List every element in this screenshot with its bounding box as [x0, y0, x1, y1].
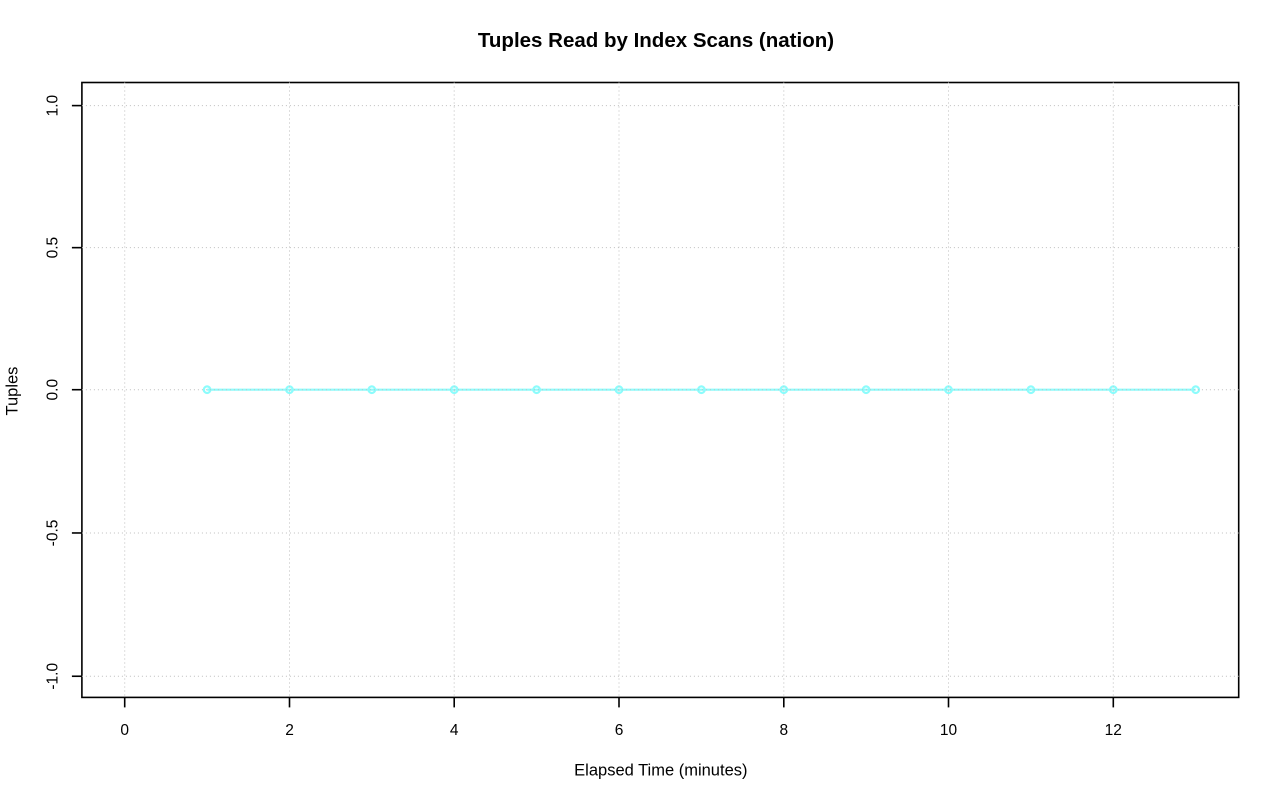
svg-text:12: 12 — [1105, 722, 1122, 739]
svg-text:6: 6 — [615, 722, 624, 739]
svg-text:4: 4 — [450, 722, 459, 739]
svg-text:0.0: 0.0 — [45, 379, 62, 401]
svg-text:Tuples: Tuples — [4, 367, 22, 416]
svg-text:8: 8 — [779, 722, 788, 739]
svg-text:1.0: 1.0 — [45, 94, 62, 116]
svg-text:-0.5: -0.5 — [45, 520, 62, 547]
svg-text:0: 0 — [120, 722, 129, 739]
svg-text:-1.0: -1.0 — [45, 663, 62, 690]
svg-text:0.5: 0.5 — [45, 237, 62, 259]
svg-text:10: 10 — [940, 722, 958, 739]
svg-text:Elapsed Time (minutes): Elapsed Time (minutes) — [574, 762, 747, 780]
svg-text:2: 2 — [285, 722, 294, 739]
svg-text:Tuples Read by Index Scans (na: Tuples Read by Index Scans (nation) — [478, 29, 834, 52]
